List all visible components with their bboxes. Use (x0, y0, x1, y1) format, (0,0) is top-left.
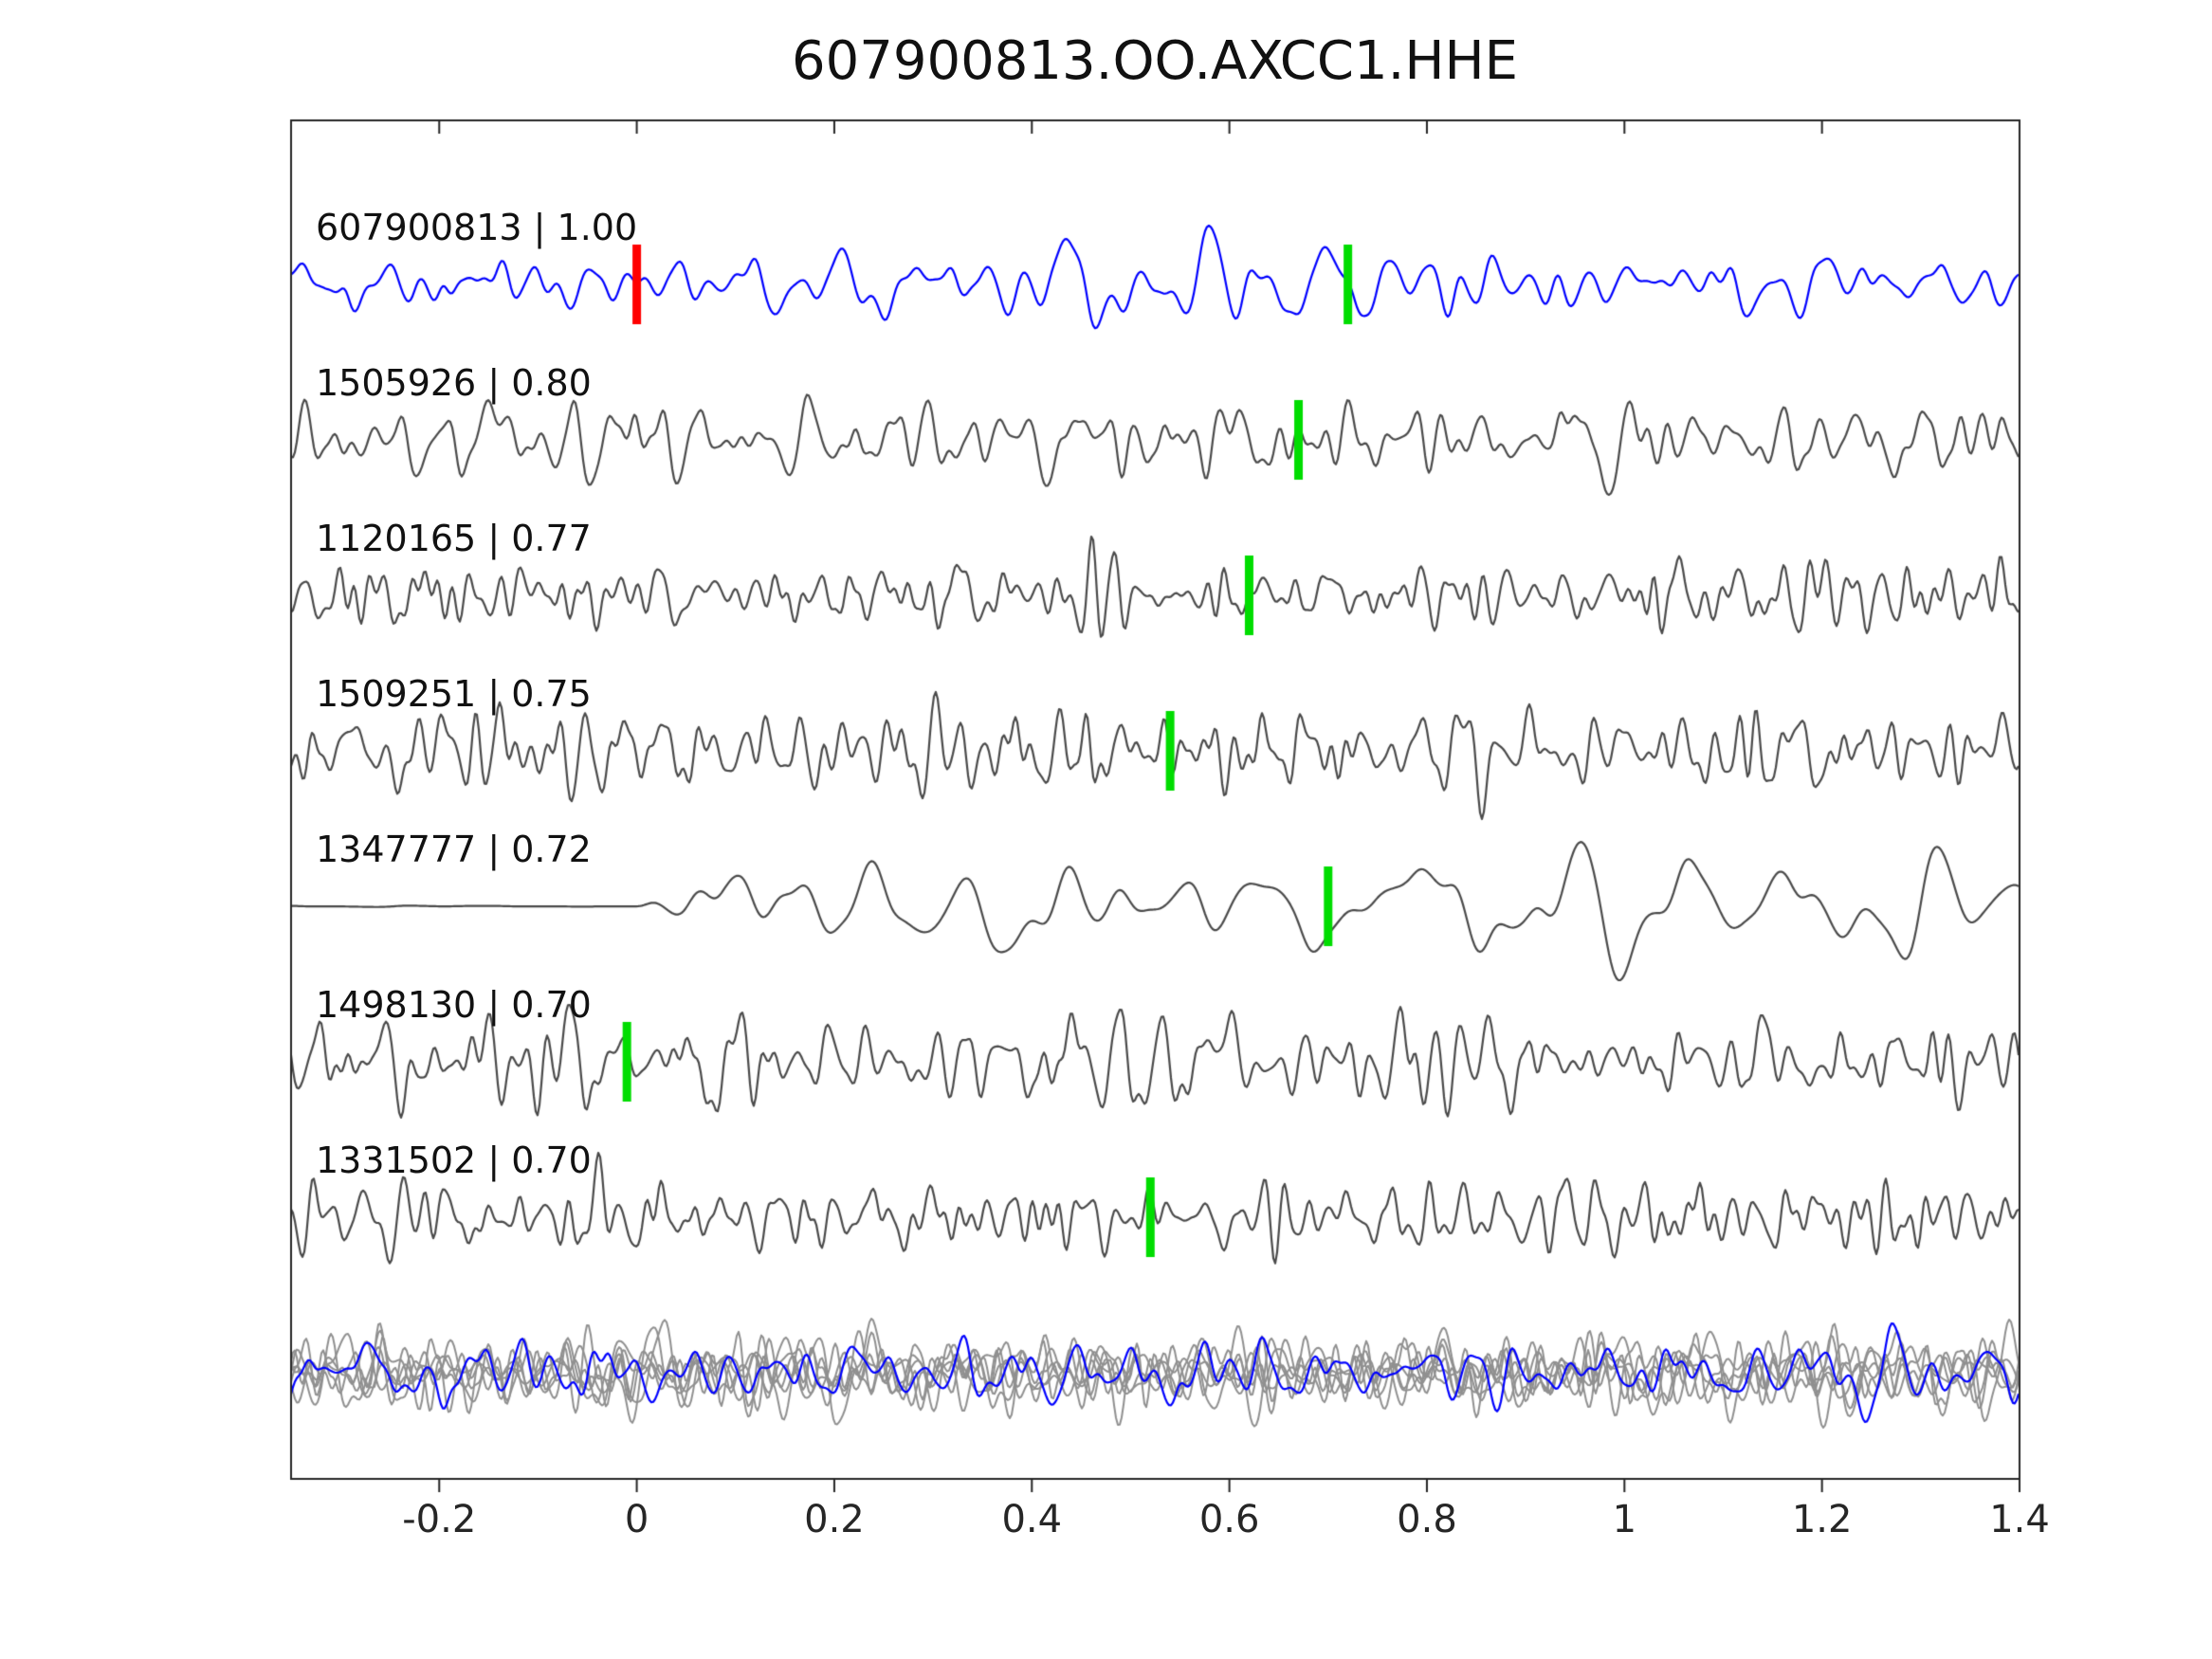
trace-label-607900813: 607900813 | 1.00 (316, 207, 638, 248)
x-tick-label: 0.4 (1001, 1498, 1063, 1541)
x-tick-label: 1.2 (1791, 1498, 1853, 1541)
x-tick-label: 0.8 (1397, 1498, 1457, 1541)
plot-title: 607900813.OO.AXCC1.HHE (792, 30, 1518, 92)
trace-label-1331502: 1331502 | 0.70 (316, 1139, 592, 1181)
x-tick-label: 0.2 (804, 1498, 865, 1541)
x-tick-label: -0.2 (402, 1498, 477, 1541)
x-tick-label: 0 (624, 1498, 649, 1541)
x-tick-label: 1.4 (1989, 1498, 2050, 1541)
x-tick-label: 1 (1612, 1498, 1637, 1541)
trace-label-1120165: 1120165 | 0.77 (316, 518, 592, 559)
trace-label-1498130: 1498130 | 0.70 (316, 984, 592, 1026)
trace-label-1509251: 1509251 | 0.75 (316, 673, 592, 715)
trace-label-1505926: 1505926 | 0.80 (316, 362, 592, 404)
x-tick-label: 0.6 (1198, 1498, 1260, 1541)
trace-label-1347777: 1347777 | 0.72 (316, 829, 592, 870)
